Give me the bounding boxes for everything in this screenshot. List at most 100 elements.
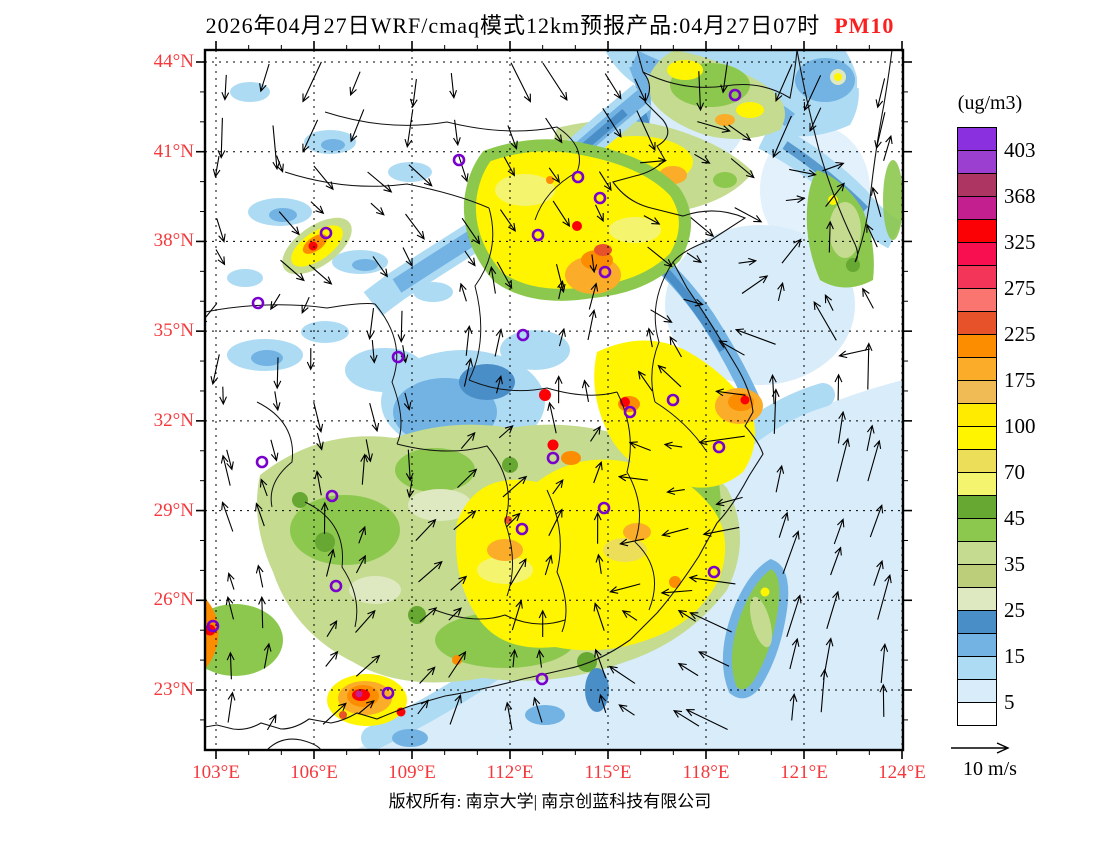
wind-arrow-icon [453, 510, 477, 531]
province-borders [205, 111, 708, 633]
wind-arrow-icon [270, 293, 281, 311]
wind-arrow-icon [367, 171, 393, 193]
wind-arrow-icon [738, 257, 758, 266]
wind-arrow-icon [581, 379, 590, 403]
lat-tick-label: 35°N [153, 320, 194, 342]
wind-arrow-icon [734, 207, 763, 223]
wind-arrow-icon [506, 512, 521, 527]
wind-arrow-icon [874, 112, 886, 150]
wind-arrow-icon [460, 431, 476, 449]
wind-arrow-icon [697, 121, 731, 133]
wind-arrow-icon [488, 265, 497, 294]
wind-arrow-icon [314, 470, 323, 496]
wind-arrow-icon [696, 71, 705, 112]
axis-tick-marks [196, 41, 912, 759]
wind-arrow-icon [552, 200, 571, 228]
station-marker-icon [381, 686, 395, 700]
colorbar-tick-label: 225 [1004, 322, 1036, 346]
wind-arrow-icon [870, 186, 882, 218]
wind-arrow-icon [634, 78, 647, 103]
wind-arrow-icon [221, 501, 234, 532]
wind-arrow-icon [255, 502, 265, 527]
wind-arrow-icon [820, 668, 829, 713]
wind-arrow-icon [225, 595, 235, 620]
wind-arrow-icon [210, 354, 220, 386]
wind-arrow-icon [588, 282, 599, 310]
wind-arrow-icon [509, 557, 527, 586]
wind-arrow-icon [785, 195, 806, 204]
wind-arrow-icon [355, 654, 381, 677]
wind-arrow-icon [595, 553, 604, 574]
wind-arrow-icon [697, 651, 730, 667]
colorbar-swatch [957, 219, 997, 243]
colorbar-swatch [957, 449, 997, 473]
wind-arrow-icon [273, 357, 282, 390]
wind-arrow-icon [836, 437, 850, 482]
wind-arrow-icon [557, 280, 565, 300]
wind-arrow-icon [558, 327, 566, 347]
wind-arrow-icon [824, 294, 834, 311]
colorbar-swatch [957, 403, 997, 427]
wind-arrow-icon [220, 454, 231, 486]
wind-arrow-icon [609, 583, 641, 594]
lon-tick-label: 112°E [486, 762, 534, 783]
wind-arrow-icon [227, 691, 236, 723]
station-marker-icon [666, 393, 680, 407]
wind-arrow-icon [408, 164, 433, 187]
station-marker-icon [255, 455, 269, 469]
wind-arrow-icon [463, 357, 474, 387]
wind-arrow-icon [496, 261, 513, 290]
wind-arrow-icon [643, 215, 661, 225]
colorbar-tick-label: 175 [1004, 368, 1036, 392]
wind-arrow-icon [646, 327, 654, 348]
wind-arrow-icon [217, 117, 226, 159]
wind-arrow-icon [503, 156, 516, 177]
colorbar-tick-label: 5 [1004, 690, 1015, 714]
wind-arrow-icon [326, 620, 338, 637]
wind-arrow-icon [587, 309, 597, 341]
wind-arrow-icon [306, 348, 315, 371]
wind-arrow-icon [349, 71, 361, 97]
wind-arrow-icon [604, 73, 622, 100]
wind-arrow-icon [660, 588, 693, 597]
wind-arrow-icon [449, 73, 458, 99]
wind-arrow-icon [730, 158, 755, 179]
wind-arrow-icon [661, 527, 689, 538]
wind-arrow-icon [864, 342, 873, 390]
wind-arrow-icon [453, 119, 461, 147]
copyright-text: 版权所有: 南京大学| 南京创蓝科技有限公司 [388, 792, 712, 811]
wind-arrow-icon [259, 63, 270, 93]
wind-arrow-icon [813, 300, 837, 341]
wind-arrow-icon [404, 109, 414, 148]
wind-arrow-icon [809, 107, 822, 133]
wind-arrow-icon [545, 117, 563, 144]
wind-arrow-icon [369, 340, 378, 364]
wind-arrow-icon [532, 696, 543, 723]
wind-arrow-icon [316, 432, 324, 451]
station-marker-icon [452, 153, 466, 167]
wind-arrow-icon [405, 449, 414, 482]
wind-arrow-icon [350, 109, 365, 143]
wind-arrow-icon [365, 439, 373, 463]
lon-tick-label: 103°E [192, 762, 240, 783]
wind-arrow-icon [594, 648, 607, 679]
wind-arrow-icon [226, 651, 235, 680]
wind-arrow-icon [221, 74, 230, 101]
station-marker-icon [712, 440, 726, 454]
wind-legend-label: 10 m/s [963, 758, 1017, 780]
wind-arrow-icon [593, 461, 603, 484]
wind-arrow-icon [313, 401, 324, 433]
lon-tick-label: 106°E [290, 762, 338, 783]
wind-arrow-icon [280, 259, 305, 282]
wind-arrow-icon [593, 602, 605, 631]
colorbar-swatch [957, 196, 997, 220]
wind-arrow-icon [715, 496, 743, 507]
wind-arrow-icon [640, 157, 667, 166]
lon-tick-label: 115°E [584, 762, 632, 783]
station-marker-icon [319, 226, 333, 240]
colorbar-swatch [957, 702, 997, 726]
colorbar-swatch [957, 127, 997, 151]
wind-arrow-icon [419, 666, 436, 684]
wind-arrow-icon [544, 554, 553, 576]
